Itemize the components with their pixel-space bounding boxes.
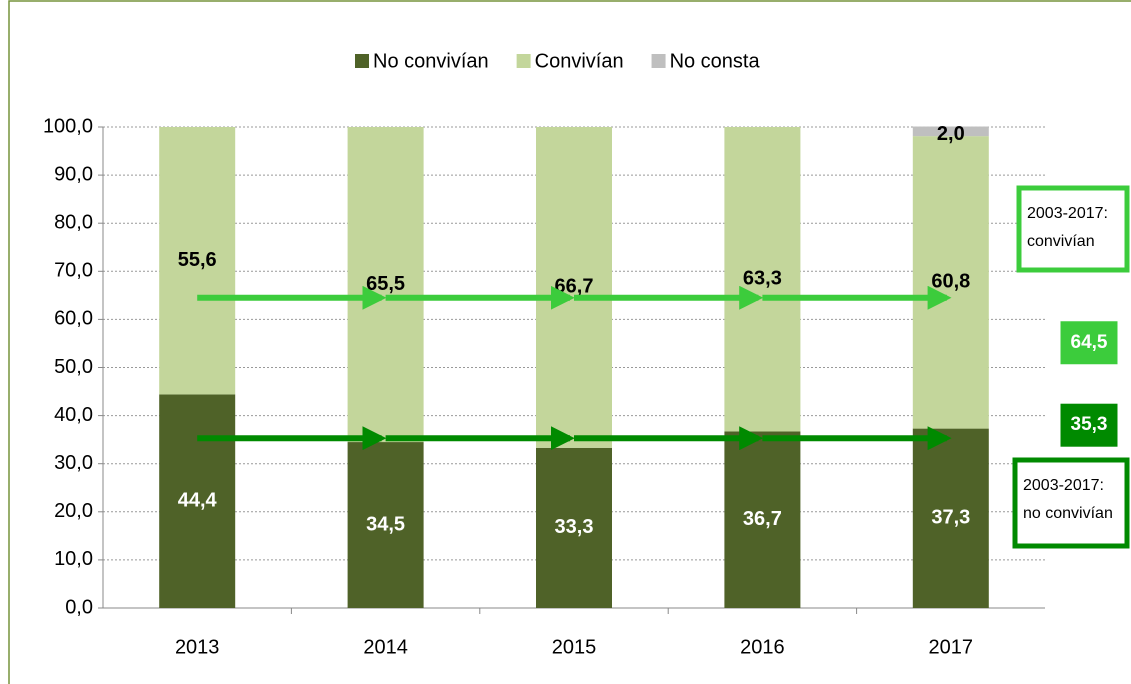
y-tick-label: 30,0 [54, 452, 93, 474]
reference-label-box [1012, 457, 1130, 549]
y-tick-label: 0,0 [65, 596, 93, 618]
y-tick-label: 20,0 [54, 500, 93, 522]
bar-segment [912, 136, 989, 429]
reference-label: 2003-2017: [1023, 477, 1104, 494]
x-tick-label: 2014 [363, 636, 408, 658]
data-label: 44,4 [178, 489, 218, 511]
y-tick-label: 50,0 [54, 356, 93, 378]
reference-label-box [1016, 185, 1130, 273]
reference-value-box [1059, 320, 1119, 366]
legend-label: No convivían [373, 50, 489, 72]
legend-swatch [516, 54, 531, 68]
data-label: 33,3 [555, 516, 594, 538]
chart-border [8, 0, 1131, 684]
data-label: 55,6 [178, 249, 217, 271]
x-tick-label: 2016 [740, 636, 785, 658]
data-label: 66,7 [555, 276, 594, 298]
data-label: 37,3 [931, 507, 970, 529]
reference-value-box [1059, 402, 1119, 448]
reference-value-label: 35,3 [1071, 414, 1108, 435]
y-tick-label: 80,0 [54, 211, 93, 233]
reference-label: no convivían [1023, 505, 1113, 522]
data-label: 36,7 [743, 508, 782, 530]
bar-segment [724, 127, 801, 432]
y-tick-label: 10,0 [54, 548, 93, 570]
y-tick-label: 40,0 [54, 404, 93, 426]
data-label: 60,8 [931, 271, 970, 293]
bar-segment [347, 127, 424, 443]
reference-value-label: 64,5 [1071, 332, 1108, 353]
bar-segment [912, 126, 989, 137]
x-tick-label: 2013 [175, 636, 220, 658]
data-label: 2,0 [937, 123, 965, 145]
data-label: 65,5 [366, 273, 405, 295]
reference-label: 2003-2017: [1027, 205, 1108, 222]
legend-label: Convivían [535, 50, 624, 72]
bar-segment [912, 428, 989, 608]
bar-segment [159, 127, 236, 395]
reference-label: convivían [1027, 233, 1095, 250]
legend-swatch [651, 54, 666, 68]
y-tick-label: 90,0 [54, 163, 93, 185]
legend-swatch [355, 54, 369, 68]
legend-label: No consta [670, 50, 761, 72]
bar-segment [724, 431, 801, 608]
y-tick-label: 60,0 [54, 308, 93, 330]
data-label: 63,3 [743, 268, 782, 290]
y-tick-label: 70,0 [54, 260, 93, 282]
data-label: 34,5 [366, 513, 405, 535]
x-tick-label: 2017 [929, 636, 974, 658]
x-tick-label: 2015 [552, 636, 597, 658]
bar-segment [536, 447, 612, 608]
y-tick-label: 100,0 [43, 115, 93, 137]
bar-segment [159, 394, 236, 608]
bar-segment [347, 442, 424, 608]
